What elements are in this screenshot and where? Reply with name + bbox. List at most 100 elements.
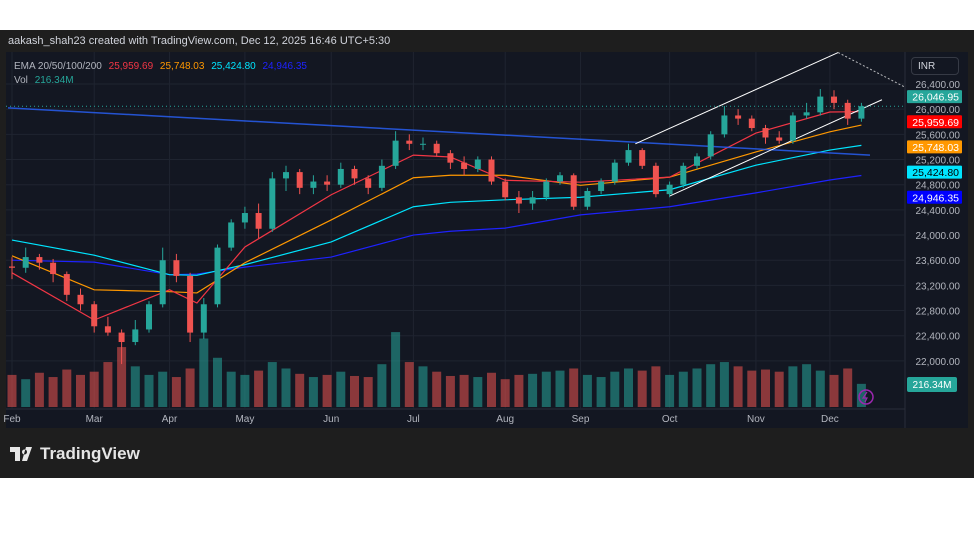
lightning-bolt-icon: [861, 391, 868, 403]
price-tick-label: 26,400.00: [916, 80, 961, 91]
volume-bar: [336, 371, 346, 407]
volume-bar: [144, 374, 154, 407]
candle-body: [474, 159, 481, 169]
candle-body: [844, 102, 851, 119]
volume-bar: [322, 374, 332, 407]
volume-bar: [487, 372, 496, 407]
candle-body: [104, 326, 111, 333]
candle-body: [173, 260, 180, 276]
candle-body: [324, 181, 331, 185]
time-tick-label: Dec: [821, 414, 839, 425]
candle-body: [707, 134, 714, 157]
volume-bar: [89, 371, 99, 407]
price-tick-label: 23,200.00: [916, 281, 961, 292]
candle-body: [63, 274, 70, 295]
candle-body: [680, 165, 687, 185]
price-axis[interactable]: [905, 52, 968, 428]
volume-bar: [692, 368, 702, 407]
candle-body: [296, 172, 303, 188]
ema50-value: 25,748.03: [159, 61, 205, 72]
volume-bar: [815, 370, 825, 407]
volume-bar: [555, 370, 565, 407]
time-tick-label: Feb: [3, 414, 21, 425]
volume-bar: [432, 371, 442, 407]
volume-bar: [350, 375, 359, 407]
candle-body: [200, 304, 207, 333]
volume-bar: [802, 364, 812, 407]
candle-body: [146, 304, 152, 330]
volume-bar: [843, 368, 853, 407]
time-tick-label: Aug: [496, 414, 514, 425]
volume-bar: [651, 366, 661, 407]
volume-bar: [7, 374, 17, 407]
candle-body: [502, 181, 509, 198]
ema20-value: 25,959.69: [108, 61, 154, 72]
volume-bar: [103, 362, 113, 407]
candle-body: [9, 266, 15, 268]
volume-bar: [747, 370, 757, 407]
candle-body: [611, 162, 618, 182]
time-tick-label: Nov: [747, 414, 765, 425]
candle-body: [365, 178, 372, 188]
candle-body: [488, 159, 495, 182]
candle-body: [118, 332, 125, 343]
price-tick-label: 25,600.00: [916, 130, 961, 141]
volume-bar: [158, 371, 168, 407]
volume-bar: [582, 374, 592, 407]
volume-bar: [528, 373, 538, 407]
candle-body: [392, 140, 399, 166]
price-tag-label: 26,046.95: [912, 92, 959, 104]
volume-bar: [21, 379, 31, 407]
candle-body: [776, 137, 783, 141]
ema20-line: [11, 111, 862, 321]
volume-bar: [637, 370, 647, 407]
volume-bar: [500, 379, 510, 407]
volume-bar: [213, 357, 222, 407]
price-tick-label: 22,400.00: [916, 332, 961, 343]
price-tag: [907, 190, 962, 204]
volume-bar: [377, 364, 387, 407]
candle-body: [735, 115, 742, 119]
price-tick-label: 24,800.00: [916, 181, 961, 192]
tradingview-logo-icon: [10, 447, 32, 461]
time-tick-label: Oct: [662, 414, 678, 425]
candle-body: [378, 165, 385, 188]
price-chart[interactable]: 26,400.00 26,000.00 25,600.00 25,200.00 24,8…: [0, 52, 974, 428]
candle-body: [858, 106, 865, 119]
candle-body: [694, 156, 700, 166]
volume-bar: [240, 374, 250, 407]
volume-bar: [171, 377, 181, 407]
channel-upper-line: [635, 52, 839, 145]
candle-body: [433, 143, 440, 154]
volume-bar: [678, 371, 688, 407]
time-tick-label: May: [235, 414, 254, 425]
price-tag-label: 25,959.69: [912, 117, 959, 129]
candle-body: [447, 153, 454, 163]
candle-body: [22, 257, 29, 268]
trendline: [7, 107, 871, 156]
volume-bar: [254, 370, 264, 407]
volume-bar: [856, 383, 866, 407]
candle-body: [529, 197, 536, 204]
volume-bar: [761, 369, 770, 407]
candle-body: [789, 115, 796, 141]
lightning-icon: [858, 389, 874, 405]
candle-body: [36, 257, 43, 263]
brand-name: TradingView: [40, 444, 140, 463]
price-tick-label: 23,600.00: [916, 256, 961, 267]
volume-bar: [624, 368, 633, 407]
candle-body: [91, 304, 98, 327]
time-tick-label: Mar: [86, 414, 104, 425]
attribution-text: aakash_shah23 created with TradingView.c…: [8, 35, 391, 47]
currency-button[interactable]: INR: [911, 57, 959, 75]
volume-bar: [829, 374, 839, 407]
volume-bar: [541, 371, 551, 407]
vol-value: 216.34M: [34, 75, 74, 86]
candle-body: [77, 294, 84, 305]
candle-body: [337, 168, 344, 185]
price-tag: [907, 115, 962, 129]
volume-bar: [445, 375, 455, 407]
ema-label: EMA 20/50/100/200: [14, 61, 102, 72]
price-tick-label: 22,800.00: [916, 307, 961, 318]
channel-extension: [837, 52, 906, 88]
